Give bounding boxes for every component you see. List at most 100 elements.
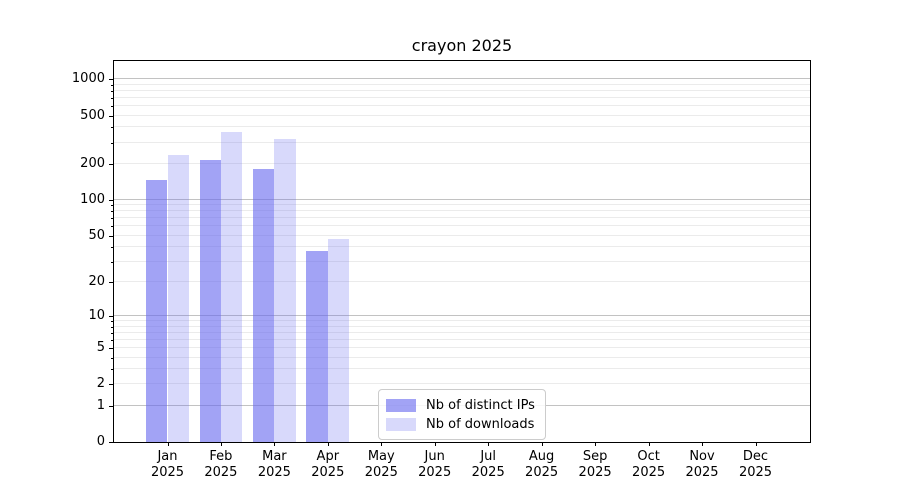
x-label-month: Dec	[742, 449, 769, 464]
y-tick-label: 200	[80, 155, 105, 171]
legend: Nb of distinct IPs Nb of downloads	[378, 389, 546, 440]
x-tick-label: Jun 2025	[403, 449, 467, 481]
x-tick	[595, 442, 597, 446]
minor-gridline	[114, 141, 810, 143]
y-tick-label: 2	[96, 376, 105, 392]
y-minor-tick	[111, 211, 113, 213]
y-tick-label: 20	[88, 274, 105, 290]
y-major-tick	[109, 384, 113, 386]
x-label-month: Sep	[582, 449, 608, 464]
y-tick-label: 100	[80, 191, 105, 207]
x-label-year: 2025	[525, 465, 559, 480]
minor-gridline	[114, 325, 810, 327]
minor-gridline	[114, 83, 810, 85]
y-minor-tick	[111, 84, 113, 86]
x-label-month: Feb	[209, 449, 233, 464]
y-major-tick	[109, 405, 113, 407]
x-tick-label: Jul 2025	[456, 449, 520, 481]
x-tick	[381, 442, 383, 446]
y-minor-tick	[111, 91, 113, 93]
plot-area: Nb of distinct IPs Nb of downloads	[113, 60, 811, 443]
minor-gridline	[114, 320, 810, 322]
x-label-year: 2025	[738, 465, 773, 480]
minor-gridline	[114, 204, 810, 206]
minor-gridline	[114, 126, 810, 128]
minor-gridline	[114, 114, 810, 116]
y-minor-tick	[111, 226, 113, 228]
downloads-swatch	[386, 417, 416, 431]
y-tick-label: 500	[80, 107, 105, 123]
x-tick	[755, 442, 757, 446]
x-label-year: 2025	[204, 465, 238, 480]
minor-gridline	[114, 234, 810, 236]
y-minor-tick	[111, 332, 113, 334]
x-label-month: Oct	[637, 449, 660, 464]
major-gridline	[114, 78, 810, 80]
x-tick	[648, 442, 650, 446]
minor-gridline	[114, 225, 810, 227]
y-major-tick	[109, 348, 113, 349]
legend-item-distinct-ips: Nb of distinct IPs	[386, 396, 538, 414]
major-gridline	[114, 315, 810, 317]
x-tick	[220, 442, 222, 446]
x-label-month: Jan	[157, 449, 178, 464]
y-minor-tick	[111, 247, 113, 249]
x-label-month: Apr	[316, 449, 340, 464]
y-major-tick	[109, 79, 113, 81]
x-tick	[488, 442, 490, 446]
y-tick-label: 0	[96, 434, 105, 449]
x-tick-label: Dec 2025	[724, 449, 788, 481]
y-minor-tick	[111, 127, 113, 129]
x-label-year: 2025	[632, 465, 666, 480]
y-tick-label: 5	[96, 340, 105, 355]
x-tick	[327, 442, 329, 446]
x-tick-label: Mar 2025	[242, 449, 306, 481]
x-label-year: 2025	[364, 465, 398, 480]
y-minor-tick	[111, 326, 113, 328]
y-tick-label: 10	[88, 308, 105, 324]
minor-gridline	[114, 338, 810, 340]
x-tick-label: Aug 2025	[510, 449, 574, 481]
bar-apr-ips	[306, 251, 328, 442]
minor-gridline	[114, 97, 810, 99]
x-label-year: 2025	[471, 465, 505, 480]
x-tick-label: Nov 2025	[670, 449, 734, 481]
y-minor-tick	[111, 205, 113, 207]
minor-gridline	[114, 105, 810, 107]
y-major-tick	[109, 316, 113, 318]
chart-title: crayon 2025	[411, 36, 513, 55]
x-label-year: 2025	[257, 465, 291, 480]
x-tick-label: Sep 2025	[563, 449, 627, 481]
x-tick-label: Feb 2025	[189, 449, 253, 481]
x-label-month: Aug	[528, 449, 555, 464]
distinct-ips-swatch	[386, 398, 416, 412]
x-label-month: Jul	[480, 449, 497, 464]
y-minor-tick	[111, 369, 113, 371]
minor-gridline	[114, 246, 810, 248]
bar-feb-downloads	[220, 131, 243, 442]
y-major-tick	[109, 199, 113, 201]
y-minor-tick	[111, 218, 113, 220]
minor-gridline	[114, 217, 810, 219]
bar-feb-ips	[199, 159, 221, 442]
x-tick	[274, 442, 276, 446]
x-label-year: 2025	[578, 465, 612, 480]
minor-gridline	[114, 383, 810, 385]
x-tick	[541, 442, 543, 446]
minor-gridline	[114, 356, 810, 358]
legend-label-downloads: Nb of downloads	[426, 416, 535, 432]
x-tick-label: Jan 2025	[136, 449, 200, 481]
x-label-year: 2025	[685, 465, 719, 480]
y-major-tick	[109, 235, 113, 237]
x-label-year: 2025	[150, 465, 185, 480]
y-minor-tick	[111, 98, 113, 100]
y-major-tick	[109, 163, 113, 165]
y-minor-tick	[111, 357, 113, 359]
y-major-tick	[109, 115, 113, 117]
y-tick-label: 1000	[71, 71, 105, 87]
minor-gridline	[114, 331, 810, 333]
minor-gridline	[114, 162, 810, 164]
x-tick	[702, 442, 703, 446]
minor-gridline	[114, 90, 810, 92]
